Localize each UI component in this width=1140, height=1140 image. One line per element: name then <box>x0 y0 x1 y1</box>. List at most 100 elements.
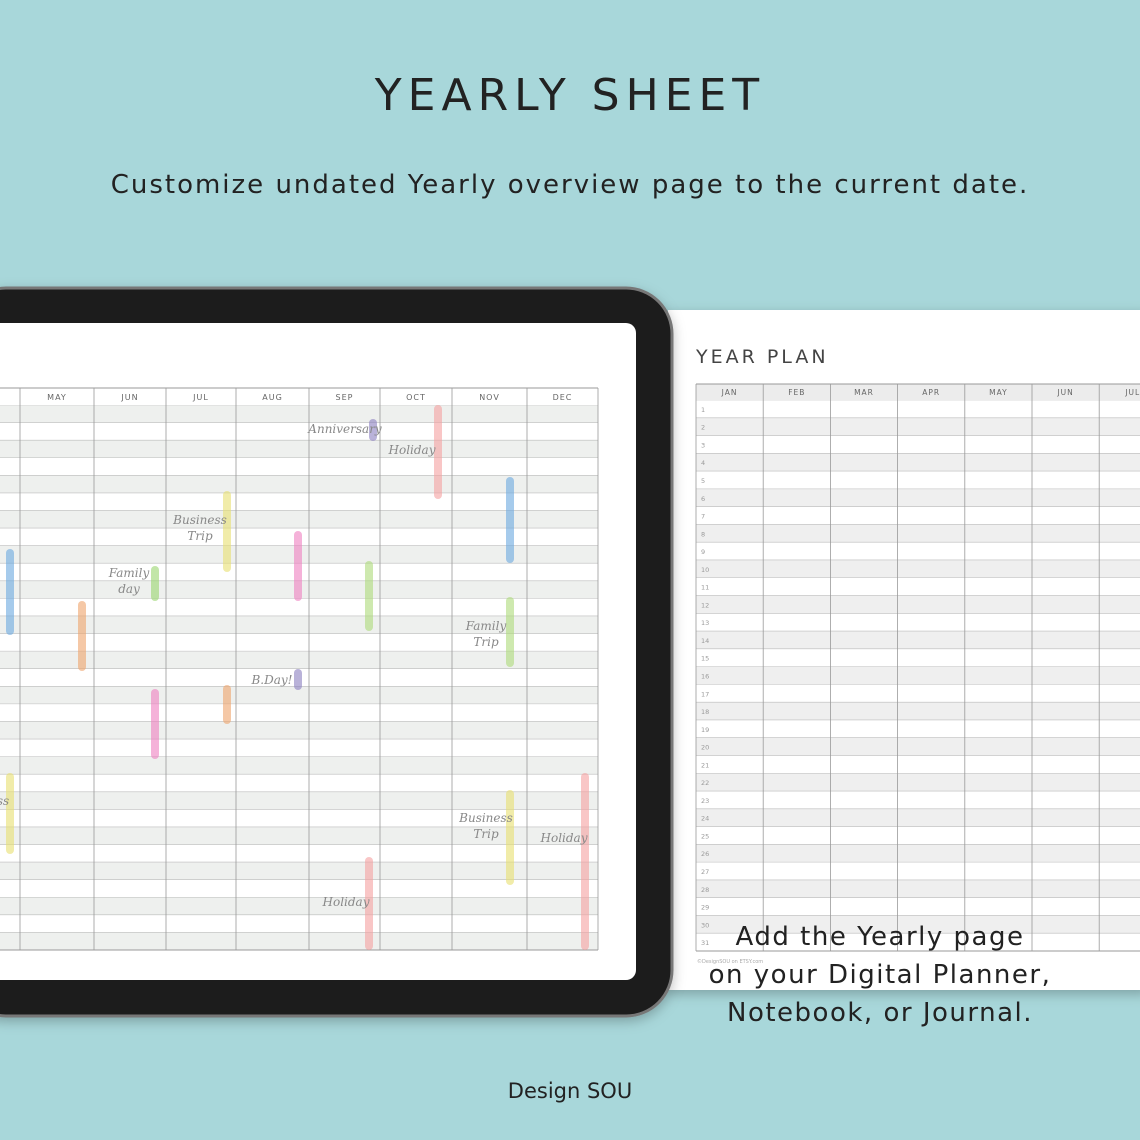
event-bar <box>6 549 14 635</box>
day-number: 13 <box>701 619 709 627</box>
row-bg <box>0 615 598 634</box>
event-bar <box>78 601 86 671</box>
day-number: 10 <box>701 566 709 574</box>
day-number: 20 <box>701 744 709 752</box>
month-label: SEP <box>336 393 354 402</box>
row-bg <box>696 684 1140 703</box>
row-bg <box>696 631 1140 649</box>
day-number: 9 <box>701 548 705 556</box>
row-bg <box>0 440 598 458</box>
row-bg <box>0 422 598 441</box>
day-number: 14 <box>701 637 709 645</box>
row-bg <box>696 897 1140 916</box>
month-label: DEC <box>553 393 573 402</box>
event-bar <box>6 773 14 854</box>
day-number: 27 <box>701 868 709 876</box>
day-number: 29 <box>701 904 709 912</box>
event-bar <box>151 689 159 759</box>
row-bg <box>696 506 1140 525</box>
month-label: JUN <box>1056 388 1073 397</box>
event-label: B.Day! <box>250 673 292 687</box>
month-label: FEB <box>788 388 805 397</box>
title: YEARLY SHEET <box>374 70 765 121</box>
event-bar <box>581 773 589 950</box>
caption: Add the Yearly page on your Digital Plann… <box>709 922 1052 1028</box>
month-label: JUN <box>120 393 138 402</box>
row-bg <box>0 686 598 704</box>
row-bg <box>696 400 1140 418</box>
row-bg <box>696 524 1140 543</box>
event-bar <box>369 419 377 441</box>
row-bg <box>696 719 1140 738</box>
month-label: MAR <box>854 388 874 397</box>
row-bg <box>696 933 1140 951</box>
day-number: 6 <box>701 495 705 503</box>
day-number: 3 <box>701 441 705 449</box>
row-bg <box>696 648 1140 667</box>
day-number: 21 <box>701 761 709 769</box>
event-label: Holiday <box>322 895 370 909</box>
event-bar <box>506 597 514 667</box>
row-bg <box>696 453 1140 472</box>
day-number: 28 <box>701 886 709 894</box>
day-number: 5 <box>701 477 705 485</box>
row-bg <box>696 915 1140 934</box>
row-bg <box>0 756 598 775</box>
row-bg <box>0 510 598 529</box>
row-bg <box>696 737 1140 756</box>
event-label: Trip <box>473 827 499 841</box>
caption-line: on your Digital Planner, <box>709 960 1052 990</box>
event-bar <box>223 491 231 572</box>
day-number: 26 <box>701 850 709 858</box>
day-number: 12 <box>701 601 709 609</box>
row-bg <box>0 826 598 845</box>
row-bg <box>696 791 1140 809</box>
row-bg <box>0 879 598 898</box>
event-label: ss <box>0 794 9 808</box>
day-number: 15 <box>701 655 709 663</box>
row-bg <box>696 435 1140 454</box>
event-bar <box>434 405 442 499</box>
event-bar <box>294 531 302 601</box>
row-bg <box>696 844 1140 863</box>
day-number: 23 <box>701 797 709 805</box>
event-bar <box>223 685 231 724</box>
row-bg <box>0 897 598 915</box>
event-bar <box>506 477 514 563</box>
day-number: 31 <box>701 939 709 947</box>
row-bg <box>0 457 598 476</box>
row-bg <box>696 879 1140 898</box>
row-bg <box>0 844 598 863</box>
header-bg <box>696 384 1140 400</box>
credit: ©DesignSOU on ETSY.com <box>697 958 763 965</box>
row-bg <box>696 559 1140 578</box>
row-bg <box>0 475 598 493</box>
row-bg <box>0 633 598 652</box>
event-label: Business <box>172 513 227 527</box>
row-bg <box>696 773 1140 792</box>
day-number: 16 <box>701 673 709 681</box>
row-bg <box>0 862 598 880</box>
row-bg <box>0 914 598 933</box>
event-label: Holiday <box>388 443 436 457</box>
day-number: 18 <box>701 708 709 716</box>
row-bg <box>0 492 598 511</box>
event-label: Family <box>465 619 507 633</box>
day-number: 11 <box>701 584 709 592</box>
row-bg <box>0 598 598 616</box>
month-label: JAN <box>721 388 738 397</box>
month-label: AUG <box>262 393 283 402</box>
row-bg <box>696 471 1140 489</box>
subtitle: Customize undated Yearly overview page t… <box>111 170 1030 200</box>
tablet-content: MAY JUN JUL AUG SEP OCT NOV DEC Anniversary Holid… <box>0 387 599 951</box>
month-label: MAY <box>989 388 1008 397</box>
event-label: Business <box>458 811 513 825</box>
row-bg <box>696 577 1140 596</box>
event-bar <box>506 790 514 885</box>
month-label: MAY <box>47 393 67 402</box>
row-bg <box>696 755 1140 774</box>
row-bg <box>696 666 1140 685</box>
row-bg <box>696 417 1140 436</box>
day-number: 30 <box>701 921 709 929</box>
